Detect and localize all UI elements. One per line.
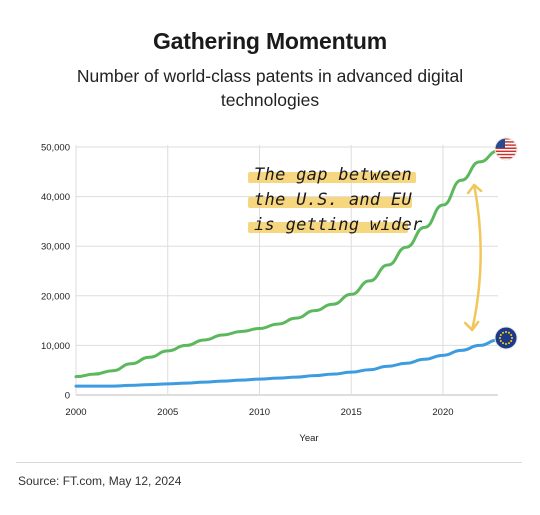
annotation-highlight (248, 172, 416, 183)
x-tick-label: 2010 (249, 407, 270, 418)
source-note: Source: FT.com, May 12, 2024 (18, 474, 182, 488)
us-flag-body (495, 137, 517, 160)
y-tick-label: 50,000 (41, 143, 70, 154)
annotation-text: The gap between (254, 165, 412, 185)
us-flag-stripe (495, 153, 517, 156)
eu-flag-star (505, 330, 507, 333)
eu-flag-disc (494, 326, 518, 350)
eu-series-line (74, 338, 500, 388)
eu-flag-star (508, 342, 510, 345)
us-flag-stripe (495, 150, 517, 153)
eu-flag-star (511, 336, 513, 339)
annotation-text: the U.S. and EU (254, 190, 412, 210)
us-flag-stripe-white (495, 145, 517, 148)
us-flag-stripe-white (495, 158, 517, 160)
chart-title: Gathering Momentum (152, 28, 388, 54)
us-flag-stripe (495, 147, 517, 150)
us-flag-stripe (495, 137, 517, 140)
gap-arrow (463, 183, 483, 332)
annotation-text: is getting wider (254, 215, 423, 235)
x-tick-label: 2000 (65, 407, 86, 418)
line-chart: 0 10,000 20,000 30,000 40,000 50,000 2000 2005 2… (41, 137, 518, 444)
x-tick-label: 2015 (341, 407, 362, 418)
eu-flag-star (499, 339, 502, 342)
eu-flag-star (510, 339, 513, 342)
us-flag-stripe-white (495, 155, 517, 157)
us-flag-stripe-white (495, 139, 517, 142)
x-axis-label: Year (299, 433, 318, 444)
gap-arrow-head-top (466, 183, 483, 195)
us-series-line (74, 149, 500, 379)
us-flag-stripe-white (495, 148, 517, 151)
y-tick-label: 30,000 (41, 242, 70, 253)
gap-arrow-head-bottom (463, 320, 480, 332)
chart-subtitle: Number of world-class patents in advance… (76, 66, 464, 110)
eu-flag-star (499, 336, 501, 339)
us-flag-stripe-white (495, 152, 517, 154)
eu-flag-star (502, 342, 504, 345)
us-flag-stripe-white (495, 142, 517, 145)
us-flag-canton (495, 137, 505, 148)
eu-flag-star (508, 331, 510, 334)
annotation-highlight (248, 197, 412, 208)
footer-divider (16, 462, 522, 463)
y-tick-label: 40,000 (41, 192, 70, 203)
gap-annotation: The gap between the U.S. and EU is getting… (248, 165, 423, 235)
eu-flag-star (502, 331, 504, 334)
y-tick-label: 0 (65, 391, 70, 402)
us-flag-ring (494, 137, 518, 161)
us-flag-stripe (495, 144, 517, 147)
y-tick-label: 10,000 (41, 341, 70, 352)
us-flag-stripe (495, 156, 517, 159)
x-tick-label: 2020 (432, 407, 453, 418)
eu-flag-icon (494, 326, 518, 350)
gap-arrow-shaft (470, 183, 482, 332)
annotation-highlight (248, 222, 408, 233)
eu-flag-star (505, 342, 507, 345)
eu-flag-star (510, 333, 513, 336)
eu-flag-star (499, 333, 502, 336)
us-flag-stripe (495, 141, 517, 143)
y-tick-label: 20,000 (41, 291, 70, 302)
x-tick-label: 2005 (157, 407, 178, 418)
us-flag-icon (494, 137, 518, 161)
